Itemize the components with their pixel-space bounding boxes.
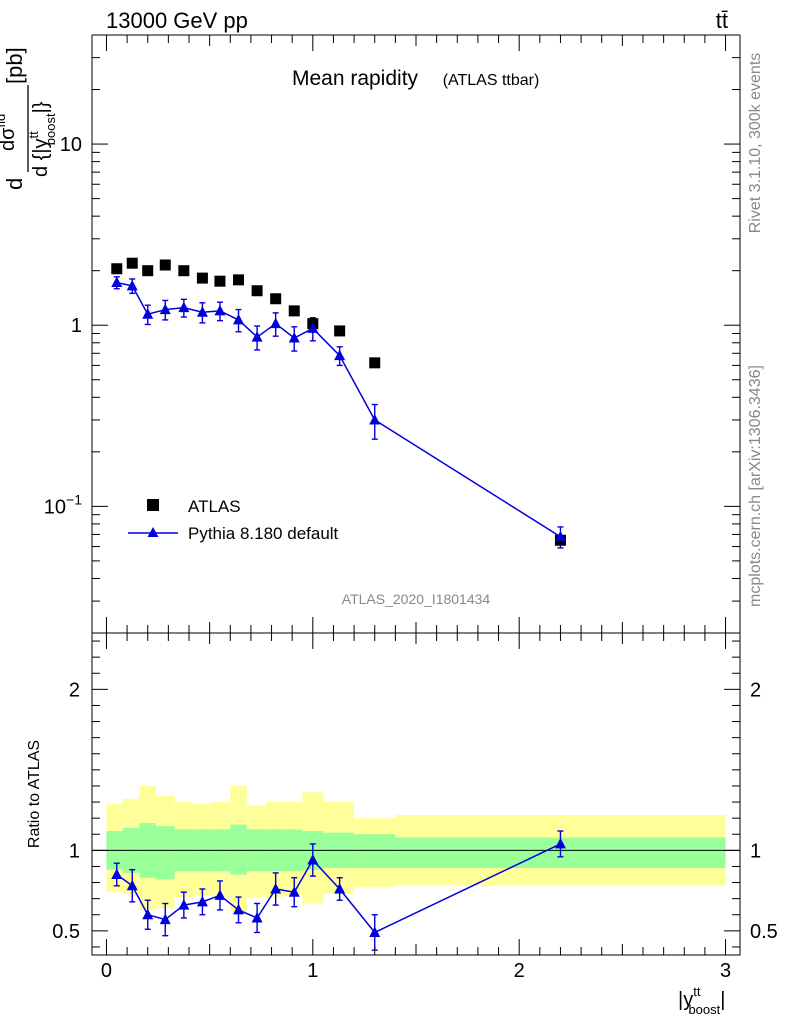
atlas-data-point — [251, 285, 263, 297]
pythia-data-point — [214, 304, 226, 316]
pythia-series-line — [116, 281, 561, 538]
analysis-id: ATLAS_2020_I1801434 — [342, 591, 491, 607]
plot-subtitle: (ATLAS ttbar) — [443, 72, 540, 89]
main-y-tick-label: 1 — [71, 315, 82, 337]
ratio-data-point — [126, 879, 138, 891]
ratio-y-tick-label-left: 0.5 — [52, 921, 80, 943]
atlas-data-point — [270, 293, 282, 305]
ratio-inner-band — [230, 824, 247, 875]
atlas-data-point — [369, 357, 381, 369]
pythia-data-point — [159, 303, 171, 315]
pythia-data-point — [111, 276, 123, 288]
ratio-y-axis-label: Ratio to ATLAS — [26, 740, 43, 848]
pythia-data-point — [369, 413, 381, 425]
pythia-data-point — [233, 313, 245, 325]
ratio-y-tick-label-right: 2 — [750, 679, 761, 701]
ratio-data-point — [159, 913, 171, 925]
ratio-data-point — [214, 889, 226, 900]
ratio-data-point — [178, 899, 190, 910]
main-y-axis-label: d dσfid d {|ytt boost|} [pb] — [0, 47, 58, 190]
rivet-version-text: Rivet 3.1.10, 300k events — [747, 53, 764, 234]
ratio-data-point — [554, 837, 566, 849]
svg-text:dσfid: dσfid — [0, 114, 19, 151]
ratio-data-point — [288, 886, 300, 897]
ratio-y-tick-label-right: 1 — [750, 840, 761, 862]
ratio-y-tick-label-right: 0.5 — [750, 921, 778, 943]
ratio-inner-band — [354, 834, 396, 869]
x-tick-label: 2 — [514, 960, 525, 982]
pythia-data-point — [270, 317, 282, 329]
process-label: tt̄ — [716, 8, 728, 33]
x-tick-label: 0 — [101, 960, 112, 982]
legend: ATLAS Pythia 8.180 default — [128, 497, 339, 543]
ratio-data-point — [270, 882, 282, 894]
ratio-y-tick-label-left: 2 — [69, 679, 80, 701]
ratio-data-point — [251, 911, 263, 923]
legend-atlas-marker — [147, 499, 159, 511]
x-tick-label: 3 — [720, 960, 731, 982]
mcplots-text: mcplots.cern.ch [arXiv:1306.3436] — [747, 365, 764, 607]
ratio-plot-frame — [91, 632, 741, 956]
ratio-plot: 0.5 0.5 1 1 2 2 0 1 2 3 Ratio to ATLAS |ytt boost| — [26, 632, 778, 1017]
atlas-data-point — [178, 265, 190, 277]
x-axis-label: |ytt boost| — [678, 984, 725, 1017]
main-y-tick-label: 10−1 — [44, 491, 82, 518]
ratio-y-tick-label-left: 1 — [69, 840, 80, 862]
ratio-data-point — [142, 908, 154, 920]
energy-label: 13000 GeV pp — [106, 8, 248, 33]
pythia-data-point — [196, 306, 208, 317]
atlas-data-point — [214, 275, 226, 287]
ratio-inner-band — [155, 826, 175, 880]
legend-pythia-label: Pythia 8.180 default — [188, 524, 339, 543]
atlas-data-point — [196, 272, 208, 284]
main-plot: 10−1 1 10 Mean rapidity (ATLAS ttbar) ATLA… — [0, 34, 741, 634]
atlas-data-point — [334, 325, 346, 337]
pythia-data-point — [251, 331, 263, 342]
main-plot-frame — [91, 34, 741, 634]
ratio-data-point — [369, 926, 381, 937]
legend-atlas-label: ATLAS — [188, 497, 241, 516]
pythia-data-point — [334, 349, 346, 361]
pythia-data-point — [126, 279, 138, 291]
atlas-data-point — [233, 274, 245, 286]
atlas-data-point — [288, 305, 300, 317]
atlas-data-point — [159, 259, 171, 271]
ratio-data-point — [111, 868, 123, 879]
atlas-data-point — [126, 257, 138, 269]
atlas-data-point — [142, 265, 154, 277]
atlas-data-point — [111, 263, 123, 275]
svg-text:[pb]: [pb] — [2, 47, 27, 84]
ratio-data-point — [334, 882, 346, 894]
plot-title: Mean rapidity — [292, 67, 419, 90]
ratio-data-point — [307, 854, 319, 865]
ratio-data-point — [196, 895, 208, 907]
pythia-data-point — [307, 322, 319, 333]
x-tick-label: 1 — [307, 960, 318, 982]
svg-text:d: d — [2, 178, 27, 190]
main-y-tick-label: 10 — [60, 134, 82, 156]
ratio-data-point — [233, 903, 245, 915]
legend-pythia-marker — [147, 527, 159, 537]
pythia-data-point — [554, 530, 566, 542]
pythia-data-point — [142, 308, 154, 319]
pythia-data-point — [288, 332, 300, 343]
pythia-data-point — [178, 301, 190, 313]
